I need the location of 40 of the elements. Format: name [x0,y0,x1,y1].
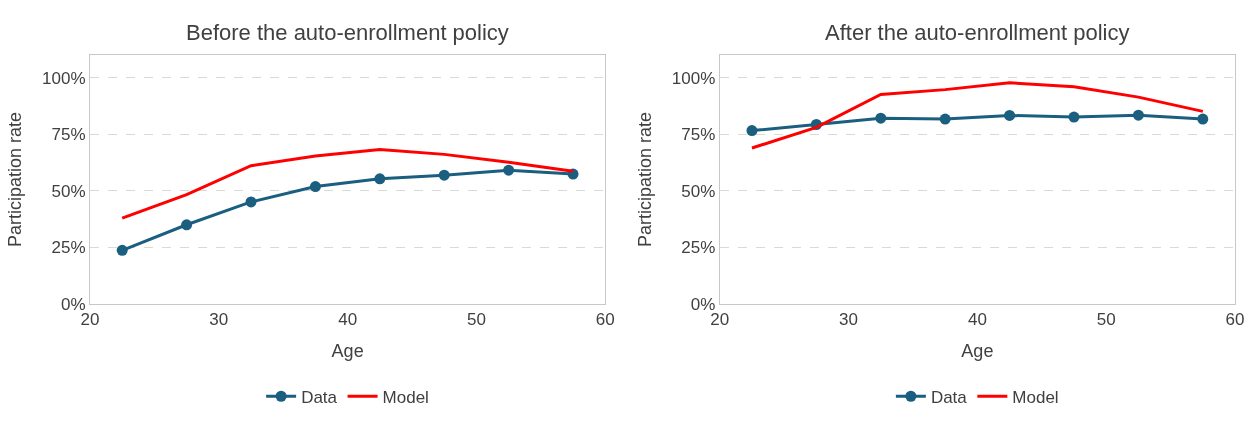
legend-label: Data [930,387,968,407]
y-tick-label: 100% [671,68,716,88]
x-tick-label: 60 [595,310,615,330]
legend-label: Model [382,387,429,407]
x-tick-label: 40 [338,310,358,330]
chart-title: After the auto-enrollment policy [825,20,1130,45]
point [503,164,515,176]
point [245,196,257,208]
y-tick-label: 75% [51,125,86,145]
point [309,181,321,193]
legend-label: Model [1012,387,1059,407]
y-tick-label: 25% [51,238,86,258]
x-axis-title: Age [331,340,364,361]
x-tick-label: 30 [839,310,859,330]
point [1004,109,1016,121]
point [939,113,951,125]
point [116,244,128,256]
point [1132,109,1144,121]
point [438,169,450,181]
y-tick-label: 100% [42,68,86,88]
x-tick-label: 60 [1225,310,1245,330]
point [1197,113,1209,125]
y-tick-label: 50% [51,181,86,201]
y-tick-label: 75% [681,125,716,145]
y-axis-title: Participation rate [635,111,656,248]
y-axis-title: Participation rate [5,111,26,248]
legend-label: Data [301,387,338,407]
y-tick-label: 50% [681,181,716,201]
point [875,112,887,124]
y-tick-label: 25% [681,238,716,258]
point [746,125,758,137]
chart-title: Before the auto-enrollment policy [186,20,509,45]
point [181,219,193,231]
x-tick-label: 50 [466,310,486,330]
point [374,173,386,185]
x-tick-label: 30 [209,310,229,330]
x-axis-title: Age [961,340,994,361]
x-tick-label: 50 [1096,310,1116,330]
point [1068,111,1080,123]
x-tick-label: 40 [967,310,987,330]
